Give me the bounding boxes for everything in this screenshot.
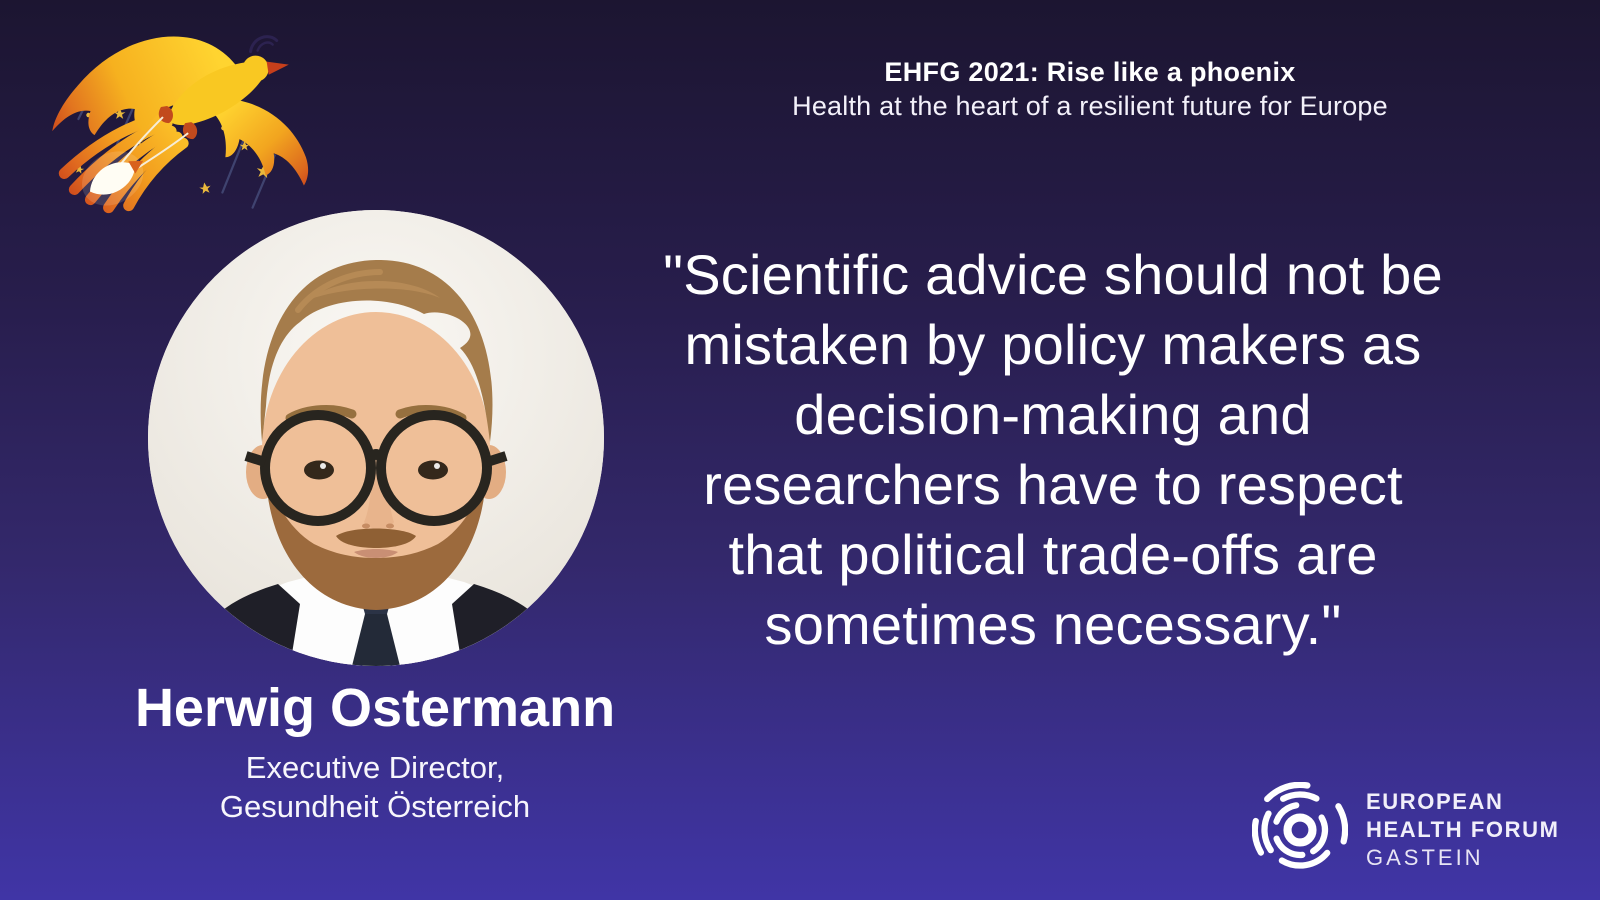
- crest-curl: [249, 35, 279, 54]
- portrait-drawing: [148, 210, 604, 666]
- event-subtitle: Health at the heart of a resilient futur…: [792, 91, 1388, 121]
- lantern: [82, 151, 144, 206]
- ehfg-logo: EUROPEAN HEALTH FORUM GASTEIN: [1252, 780, 1582, 880]
- ehfg-logo-text: EUROPEAN HEALTH FORUM GASTEIN: [1366, 788, 1560, 872]
- ehfg-logo-icon: [1252, 782, 1348, 878]
- portrait-photo: [148, 210, 604, 666]
- event-header: EHFG 2021: Rise like a phoenix Health at…: [640, 55, 1540, 123]
- beak: [266, 61, 289, 75]
- logo-line-gastein: GASTEIN: [1366, 845, 1484, 870]
- phoenix-bird: [52, 35, 309, 214]
- logo-line-health-forum: HEALTH FORUM: [1366, 817, 1560, 842]
- event-title: EHFG 2021: Rise like a phoenix: [884, 57, 1296, 87]
- phoenix-illustration: [52, 35, 309, 214]
- quote-text: "Scientific advice should not be mistake…: [663, 243, 1443, 656]
- glasses: [244, 410, 508, 526]
- speaker-role: Executive Director, Gesundheit Österreic…: [219, 750, 531, 824]
- speaker-name: Herwig Ostermann: [134, 678, 616, 738]
- logo-line-european: EUROPEAN: [1366, 789, 1504, 814]
